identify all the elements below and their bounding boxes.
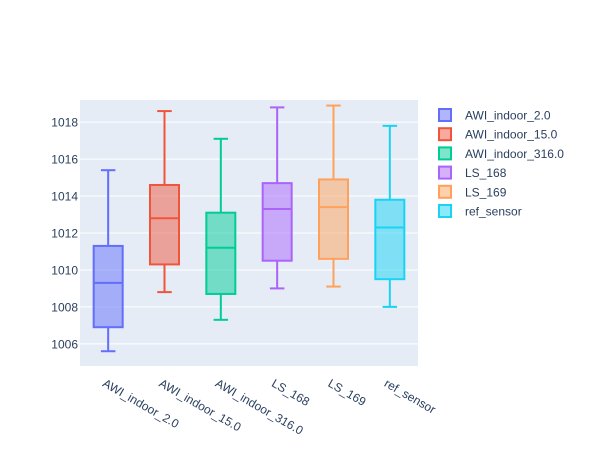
y-tick-label: 1012 xyxy=(51,227,78,241)
gridlines xyxy=(80,121,418,345)
box-LS_169[interactable] xyxy=(318,104,349,288)
legend-swatch xyxy=(438,165,452,180)
legend-item-LS_169[interactable]: LS_169 xyxy=(438,184,507,199)
legend-swatch xyxy=(438,127,452,142)
y-tick-label: 1010 xyxy=(51,263,78,277)
x-axis: AWI_indoor_2.0AWI_indoor_15.0AWI_indoor_… xyxy=(100,376,438,438)
x-tick-label: LS_169 xyxy=(326,376,369,409)
legend-swatch xyxy=(438,146,452,161)
box-LS_168[interactable] xyxy=(261,106,293,290)
legend[interactable]: AWI_indoor_2.0 AWI_indoor_15.0 AWI_indoor_… xyxy=(438,108,564,219)
box-AWI_indoor_15.0[interactable] xyxy=(149,110,180,294)
legend-label: LS_168 xyxy=(465,166,507,180)
legend-label: ref_sensor xyxy=(465,205,522,219)
legend-label: LS_169 xyxy=(465,185,507,199)
legend-item-AWI_indoor_2.0[interactable]: AWI_indoor_2.0 xyxy=(438,108,551,123)
x-tick-label: ref_sensor xyxy=(382,376,438,416)
legend-item-AWI_indoor_15.0[interactable]: AWI_indoor_15.0 xyxy=(438,127,558,142)
iqr-box xyxy=(318,178,349,260)
y-axis: 1006 1008 1010 1012 1014 1016 1018 xyxy=(51,116,78,352)
iqr-box xyxy=(261,182,293,262)
legend-swatch xyxy=(438,108,452,122)
y-tick-label: 1008 xyxy=(51,300,78,314)
legend-label: AWI_indoor_2.0 xyxy=(465,109,551,123)
y-tick-label: 1018 xyxy=(51,116,78,130)
legend-swatch xyxy=(438,184,452,199)
y-tick-label: 1006 xyxy=(51,337,78,351)
box-AWI_indoor_316.0[interactable] xyxy=(205,137,237,321)
legend-item-ref_sensor[interactable]: ref_sensor xyxy=(438,204,522,219)
box-AWI_indoor_2.0[interactable] xyxy=(92,169,124,353)
legend-swatch xyxy=(438,204,452,218)
y-tick-label: 1016 xyxy=(51,153,78,167)
box-ref_sensor[interactable] xyxy=(374,124,406,308)
iqr-box xyxy=(205,211,237,295)
y-tick-label: 1014 xyxy=(51,190,78,204)
iqr-box xyxy=(374,198,406,281)
legend-item-AWI_indoor_316.0[interactable]: AWI_indoor_316.0 xyxy=(438,146,564,161)
legend-label: AWI_indoor_15.0 xyxy=(465,128,558,142)
legend-item-LS_168[interactable]: LS_168 xyxy=(438,165,507,180)
legend-label: AWI_indoor_316.0 xyxy=(465,147,564,161)
x-tick-label: LS_168 xyxy=(269,376,312,409)
box-series xyxy=(92,104,406,353)
iqr-box xyxy=(92,244,124,329)
iqr-box xyxy=(149,183,180,266)
